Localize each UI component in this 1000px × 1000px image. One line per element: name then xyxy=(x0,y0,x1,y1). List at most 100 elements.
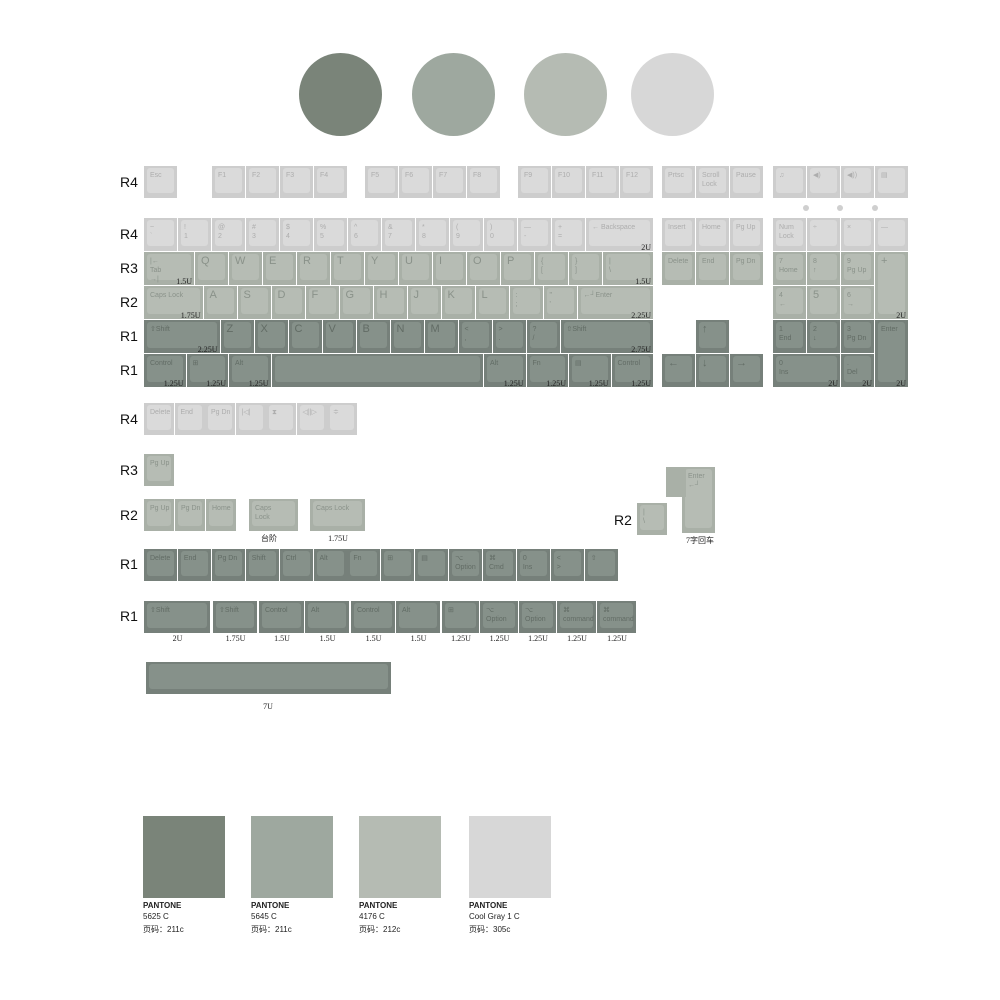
keycap: ⌘ command xyxy=(597,601,636,633)
keycap: F12 xyxy=(620,166,653,198)
row-label: R1 xyxy=(120,328,138,344)
keycap-top xyxy=(529,356,565,382)
keycap: ⊞ xyxy=(381,549,415,581)
keycap: Delete xyxy=(144,403,174,435)
spacebar-7u xyxy=(146,662,391,694)
swatch-page: 页码：211c xyxy=(143,925,184,934)
keycap: Enter ←┘ xyxy=(682,467,715,533)
swatch-brand: PANTONE xyxy=(251,901,290,910)
keycap-top xyxy=(555,168,582,193)
keycap-top xyxy=(606,254,650,280)
key-legend: | \ xyxy=(643,509,645,525)
keycap: ♫ xyxy=(773,166,806,198)
key-legend: Ctrl xyxy=(285,555,297,562)
key-legend: End xyxy=(183,555,197,562)
key-legend: Q xyxy=(201,255,210,267)
keycap-top xyxy=(521,220,548,246)
keycap: ⇧Shift 2.75U xyxy=(560,320,653,354)
keycap: ◀) xyxy=(807,166,840,198)
key-legend: Scroll Lock xyxy=(702,172,720,188)
keycap-top xyxy=(512,288,540,314)
swatch-brand: PANTONE xyxy=(469,901,508,910)
key-legend: ⊞ xyxy=(192,360,199,367)
key-legend: O xyxy=(473,255,482,267)
key-legend: ⇧Shift xyxy=(219,607,239,614)
keycap: ←┘Enter 2.25U xyxy=(577,286,653,320)
keycap-top xyxy=(208,405,232,430)
keycap: X xyxy=(254,320,288,353)
keycap-top xyxy=(600,603,633,628)
keycap-top xyxy=(214,551,242,576)
keycap: ⧗ xyxy=(266,403,296,435)
keycap-top xyxy=(614,356,650,382)
key-legend: ▤ xyxy=(881,172,888,179)
keycap-top xyxy=(232,254,259,280)
key-legend: 1 End xyxy=(779,326,792,342)
keycap-top xyxy=(844,168,871,193)
keycap-top xyxy=(844,220,871,246)
keycap-top xyxy=(178,501,202,526)
keycap: Z xyxy=(220,320,254,353)
key-legend: S xyxy=(243,289,251,301)
key-legend: Home xyxy=(212,505,231,512)
key-legend: R xyxy=(303,255,311,267)
keycap-top xyxy=(189,356,225,382)
keycap-top xyxy=(334,254,361,280)
keycap: ? / xyxy=(526,320,560,353)
key-legend: Prtsc xyxy=(668,172,684,179)
keycap: . Del 2U xyxy=(841,354,874,388)
key-size-label: 1.25U xyxy=(248,379,269,388)
key-size-label: 2U xyxy=(828,379,838,388)
key-legend: ⧗ xyxy=(272,409,277,416)
key-legend: : ; xyxy=(515,292,518,308)
keycap: ◁||▷ xyxy=(296,403,327,435)
key-legend: ? / xyxy=(532,326,537,342)
keycap: Home xyxy=(206,499,236,531)
keycap: Delete xyxy=(144,549,177,581)
keycap: ~ ` xyxy=(144,218,177,251)
keycap: Alt 1.25U xyxy=(484,354,526,388)
keycap: 2 ↓ xyxy=(807,320,840,353)
key-legend: + = xyxy=(558,224,563,240)
pantone-swatch xyxy=(143,816,225,898)
keycap-top xyxy=(180,551,208,576)
key-size-label: 1.25U xyxy=(206,379,226,388)
key-legend: Control xyxy=(357,607,380,614)
keycap: Pg Dn xyxy=(730,252,763,285)
keycap: ⌘ command xyxy=(557,601,596,633)
key-legend: ◀) xyxy=(813,172,821,179)
color-circle xyxy=(631,53,714,136)
keycap-top xyxy=(445,603,476,628)
swatch-page: 页码：212c xyxy=(359,925,401,934)
keycap: Fn 1.25U xyxy=(526,354,568,388)
keycap: — - xyxy=(518,218,551,251)
keycap-top xyxy=(147,405,171,430)
keycap-top xyxy=(385,220,412,246)
keycap: End xyxy=(177,549,211,581)
keycap: T xyxy=(331,252,364,285)
keycap-top xyxy=(589,220,650,246)
keycap-top xyxy=(844,322,871,348)
keycap: Scroll Lock xyxy=(696,166,729,198)
keycap: L xyxy=(475,286,509,319)
color-circle xyxy=(524,53,607,136)
keycap-top xyxy=(266,254,293,280)
keycap: Num Lock xyxy=(773,218,806,251)
keycap: < > xyxy=(550,549,584,581)
key-size-label: 2.25U xyxy=(631,311,651,320)
keycap-top xyxy=(519,551,547,576)
key-legend: { [ xyxy=(541,258,544,274)
keycap: M xyxy=(424,320,458,353)
keycap-top xyxy=(436,254,463,280)
keycap-top xyxy=(878,220,905,246)
key-legend: ⇧Shift xyxy=(150,607,170,614)
pantone-swatch xyxy=(359,816,441,898)
keycap-top xyxy=(147,551,174,576)
key-legend: 5 xyxy=(813,289,820,301)
key-size-label: 1.25U xyxy=(489,634,510,643)
keycap-top xyxy=(844,356,871,382)
key-legend: Alt xyxy=(235,360,244,367)
key-legend: & 7 xyxy=(388,224,393,240)
keycap-top xyxy=(410,288,438,314)
keycap: F10 xyxy=(552,166,585,198)
